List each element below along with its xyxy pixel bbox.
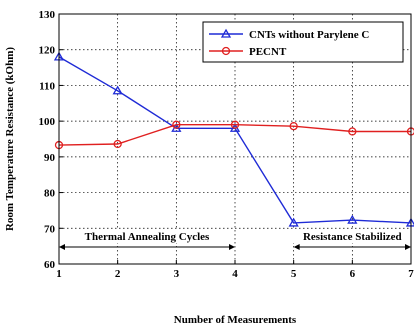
axis-ticks: 1 2 3 4 5 6 7 60 70 80 90 100 110 120 130 [39, 9, 414, 280]
annotation-arrowhead-right [229, 244, 235, 250]
data-point-circle [348, 127, 357, 136]
legend-marker-circle [221, 46, 231, 56]
y-tick-label: 110 [39, 80, 55, 92]
legend: CNTs without Parylene C PECNT [202, 21, 404, 63]
series-line-1 [58, 124, 411, 146]
y-tick-label: 80 [44, 188, 56, 200]
legend-entry-label: PECNT [249, 46, 287, 58]
data-point-circle [113, 139, 122, 149]
y-tick-label: 90 [44, 152, 56, 164]
data-point-triangle [347, 214, 358, 224]
legend-marker-triangle [220, 28, 232, 38]
x-tick-label: 3 [174, 268, 180, 280]
data-point-triangle [288, 217, 299, 227]
annotation-label: Resistance Stabilized [303, 231, 402, 243]
y-tick-label: 60 [44, 259, 56, 271]
x-tick-label: 7 [408, 268, 414, 280]
x-axis-label: Number of Measurements [174, 314, 297, 326]
x-tick-label: 6 [350, 268, 356, 280]
data-point-circle [289, 121, 298, 131]
y-axis-label: Room Temperature Resistance (kOhm) [4, 47, 16, 231]
annotation-bg [70, 230, 224, 243]
annotation-label: Thermal Annealing Cycles [85, 231, 210, 243]
y-tick-label: 100 [39, 116, 56, 128]
annotations: Thermal Annealing Cycles Resistance Stabi… [59, 230, 414, 250]
y-tick-label: 130 [39, 9, 56, 21]
series-layer [53, 51, 414, 227]
x-tick-label: 1 [56, 268, 62, 280]
y-tick-label: 70 [44, 223, 56, 235]
x-tick-label: 2 [115, 268, 121, 280]
data-point-circle [172, 120, 181, 129]
legend-entry-label: CNTs without Parylene C [249, 29, 369, 41]
data-point-circle [230, 120, 240, 129]
x-tick-label: 4 [232, 268, 238, 280]
annotation-arrowhead-left [293, 244, 300, 250]
y-tick-label: 120 [39, 45, 56, 57]
x-tick-label: 5 [291, 268, 297, 280]
annotation-bg [285, 230, 414, 243]
annotation-arrowhead-left [59, 244, 65, 250]
data-point-triangle [112, 85, 123, 95]
annotation-arrowhead-right [405, 244, 411, 250]
legend-box [202, 21, 404, 63]
